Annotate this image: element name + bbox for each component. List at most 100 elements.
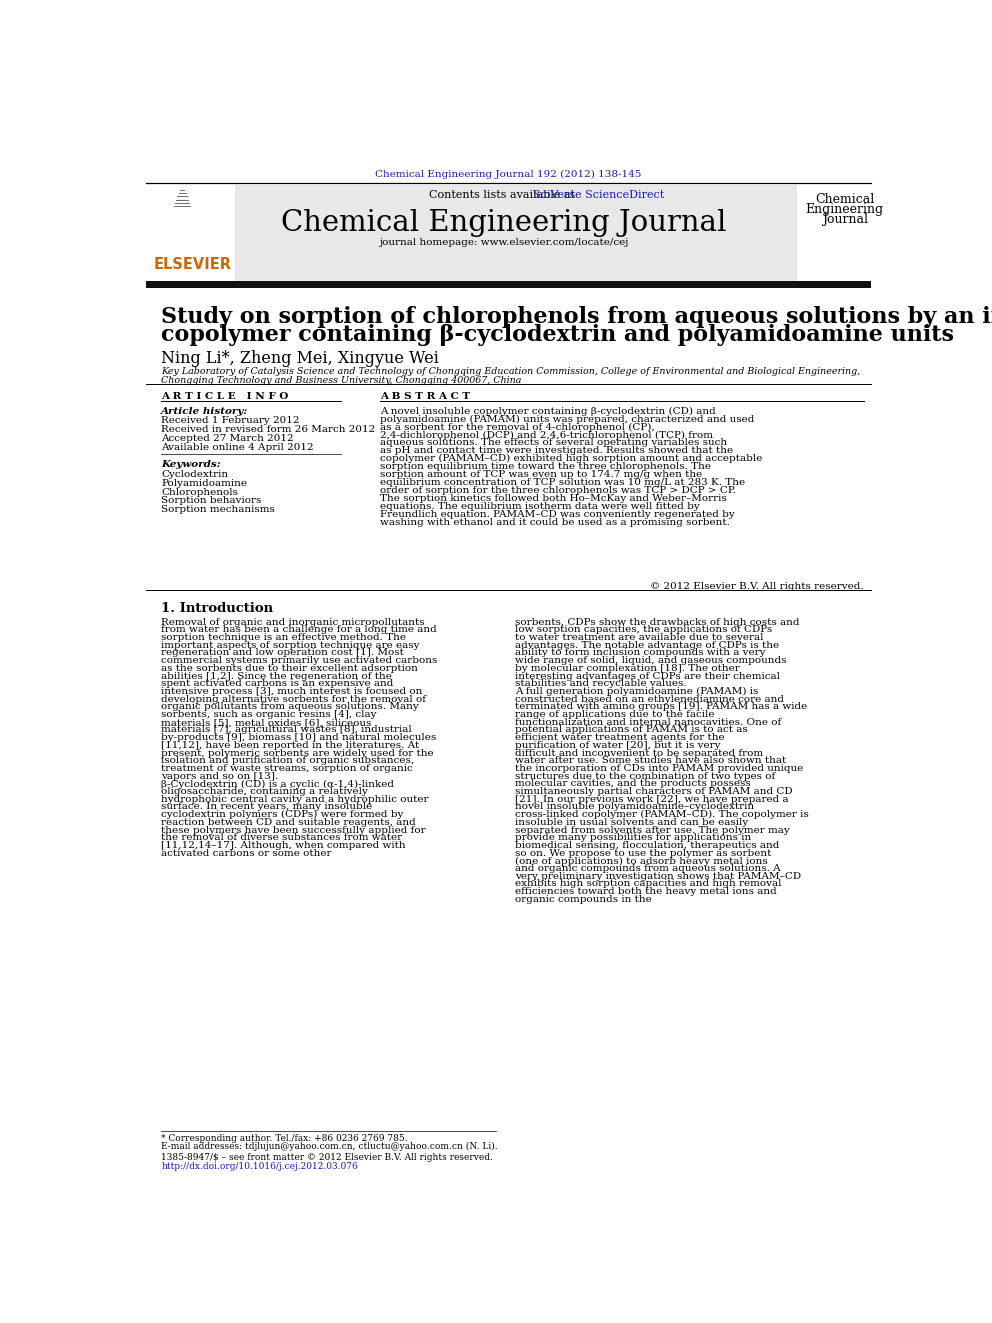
Text: E-mail addresses: tdjlujun@yahoo.com.cn, ctluctu@yahoo.com.cn (N. Li).: E-mail addresses: tdjlujun@yahoo.com.cn,… [161, 1142, 498, 1151]
Text: provide many possibilities for applications in: provide many possibilities for applicati… [516, 833, 752, 843]
Text: The sorption kinetics followed both Ho–McKay and Weber–Morris: The sorption kinetics followed both Ho–M… [380, 493, 726, 503]
Text: efficiencies toward both the heavy metal ions and: efficiencies toward both the heavy metal… [516, 888, 777, 896]
Text: low sorption capacities, the applications of CDPs: low sorption capacities, the application… [516, 626, 773, 635]
Text: range of applications due to the facile: range of applications due to the facile [516, 710, 715, 720]
Text: copolymer containing β-cyclodextrin and polyamidoamine units: copolymer containing β-cyclodextrin and … [161, 324, 954, 347]
Text: © 2012 Elsevier B.V. All rights reserved.: © 2012 Elsevier B.V. All rights reserved… [651, 582, 864, 591]
Text: equations. The equilibrium isotherm data were well fitted by: equations. The equilibrium isotherm data… [380, 501, 699, 511]
Text: these polymers have been successfully applied for: these polymers have been successfully ap… [161, 826, 426, 835]
Text: [21]. In our previous work [22], we have prepared a: [21]. In our previous work [22], we have… [516, 795, 789, 804]
Text: 1385-8947/$ – see front matter © 2012 Elsevier B.V. All rights reserved.: 1385-8947/$ – see front matter © 2012 El… [161, 1152, 493, 1162]
Text: efficient water treatment agents for the: efficient water treatment agents for the [516, 733, 725, 742]
Text: [11,12,14–17]. Although, when compared with: [11,12,14–17]. Although, when compared w… [161, 841, 406, 849]
Text: abilities [1,2]. Since the regeneration of the: abilities [1,2]. Since the regeneration … [161, 672, 392, 680]
FancyBboxPatch shape [146, 185, 235, 282]
Text: wide range of solid, liquid, and gaseous compounds: wide range of solid, liquid, and gaseous… [516, 656, 787, 665]
Text: sorption equilibrium time toward the three chlorophenols. The: sorption equilibrium time toward the thr… [380, 462, 710, 471]
Text: ability to form inclusion compounds with a very: ability to form inclusion compounds with… [516, 648, 766, 658]
Text: organic compounds in the: organic compounds in the [516, 894, 652, 904]
Text: structures due to the combination of two types of: structures due to the combination of two… [516, 771, 776, 781]
Text: important aspects of sorption technique are easy: important aspects of sorption technique … [161, 640, 420, 650]
Text: A B S T R A C T: A B S T R A C T [380, 392, 470, 401]
Text: very preliminary investigation shows that PAMAM–CD: very preliminary investigation shows tha… [516, 872, 802, 881]
Text: Key Laboratory of Catalysis Science and Technology of Chongqing Education Commis: Key Laboratory of Catalysis Science and … [161, 368, 860, 377]
Text: developing alternative sorbents for the removal of: developing alternative sorbents for the … [161, 695, 427, 704]
Text: novel insoluble polyamidoamine–cyclodextrin: novel insoluble polyamidoamine–cyclodext… [516, 803, 755, 811]
Text: A full generation polyamidoamine (PAMAM) is: A full generation polyamidoamine (PAMAM)… [516, 687, 759, 696]
Text: so on. We propose to use the polymer as sorbent: so on. We propose to use the polymer as … [516, 848, 772, 857]
Text: vapors and so on [13].: vapors and so on [13]. [161, 771, 279, 781]
Text: treatment of waste streams, sorption of organic: treatment of waste streams, sorption of … [161, 763, 413, 773]
Text: 1. Introduction: 1. Introduction [161, 602, 274, 614]
Text: potential applications of PAMAM is to act as: potential applications of PAMAM is to ac… [516, 725, 748, 734]
Text: Sorption behaviors: Sorption behaviors [161, 496, 262, 505]
Text: Chemical: Chemical [815, 193, 874, 206]
Text: Journal: Journal [821, 213, 868, 226]
Text: Chemical Engineering Journal 192 (2012) 138-145: Chemical Engineering Journal 192 (2012) … [375, 171, 642, 180]
Text: advantages. The notable advantage of CDPs is the: advantages. The notable advantage of CDP… [516, 640, 780, 650]
Text: isolation and purification of organic substances,: isolation and purification of organic su… [161, 757, 415, 765]
Text: ELSEVIER: ELSEVIER [154, 257, 231, 271]
Text: aqueous solutions. The effects of several operating variables such: aqueous solutions. The effects of severa… [380, 438, 727, 447]
Text: A R T I C L E   I N F O: A R T I C L E I N F O [161, 392, 289, 401]
Text: spent activated carbons is an expensive and: spent activated carbons is an expensive … [161, 679, 394, 688]
Text: reaction between CD and suitable reagents, and: reaction between CD and suitable reagent… [161, 818, 416, 827]
Text: Ning Li*, Zheng Mei, Xingyue Wei: Ning Li*, Zheng Mei, Xingyue Wei [161, 349, 439, 366]
Text: terminated with amino groups [19]. PAMAM has a wide: terminated with amino groups [19]. PAMAM… [516, 703, 807, 712]
Text: by-products [9], biomass [10] and natural molecules: by-products [9], biomass [10] and natura… [161, 733, 436, 742]
Text: oligosaccharide, containing a relatively: oligosaccharide, containing a relatively [161, 787, 368, 796]
Text: materials [5], metal oxides [6], siliceous: materials [5], metal oxides [6], siliceo… [161, 718, 372, 726]
Text: Chongqing Technology and Business University, Chongqing 400067, China: Chongqing Technology and Business Univer… [161, 376, 522, 385]
Text: to water treatment are available due to several: to water treatment are available due to … [516, 634, 764, 642]
Text: organic pollutants from aqueous solutions. Many: organic pollutants from aqueous solution… [161, 703, 419, 712]
Text: Keywords:: Keywords: [161, 460, 221, 468]
Text: as the sorbents due to their excellent adsorption: as the sorbents due to their excellent a… [161, 664, 418, 673]
Text: equilibrium concentration of TCP solution was 10 mg/L at 283 K. The: equilibrium concentration of TCP solutio… [380, 478, 745, 487]
Text: Cyclodextrin: Cyclodextrin [161, 470, 228, 479]
Text: Chemical Engineering Journal: Chemical Engineering Journal [281, 209, 726, 237]
Text: [11,12], have been reported in the literatures. At: [11,12], have been reported in the liter… [161, 741, 420, 750]
Text: cyclodextrin polymers (CDPs) were formed by: cyclodextrin polymers (CDPs) were formed… [161, 810, 404, 819]
Text: difficult and inconvenient to be separated from: difficult and inconvenient to be separat… [516, 749, 764, 758]
Text: hydrophobic central cavity and a hydrophilic outer: hydrophobic central cavity and a hydroph… [161, 795, 429, 804]
Text: intensive process [3], much interest is focused on: intensive process [3], much interest is … [161, 687, 423, 696]
Text: regeneration and low operation cost [1]. Most: regeneration and low operation cost [1].… [161, 648, 404, 658]
Text: activated carbons or some other: activated carbons or some other [161, 848, 331, 857]
Text: Chlorophenols: Chlorophenols [161, 488, 238, 496]
Text: stabilities and recyclable values.: stabilities and recyclable values. [516, 679, 687, 688]
Text: copolymer (PAMAM–CD) exhibited high sorption amount and acceptable: copolymer (PAMAM–CD) exhibited high sorp… [380, 454, 762, 463]
Text: * Corresponding author. Tel./fax: +86 0236 2769 785.: * Corresponding author. Tel./fax: +86 02… [161, 1134, 408, 1143]
Text: Contents lists available at: Contents lists available at [429, 189, 578, 200]
Text: β-Cyclodextrin (CD) is a cyclic (α-1,4)-linked: β-Cyclodextrin (CD) is a cyclic (α-1,4)-… [161, 779, 394, 789]
Text: and organic compounds from aqueous solutions. A: and organic compounds from aqueous solut… [516, 864, 781, 873]
Text: sorption amount of TCP was even up to 174.7 mg/g when the: sorption amount of TCP was even up to 17… [380, 470, 702, 479]
Text: sorption technique is an effective method. The: sorption technique is an effective metho… [161, 634, 406, 642]
Text: commercial systems primarily use activated carbons: commercial systems primarily use activat… [161, 656, 437, 665]
Text: polyamidoamine (PAMAM) units was prepared, characterized and used: polyamidoamine (PAMAM) units was prepare… [380, 414, 754, 423]
Text: purification of water [20], but it is very: purification of water [20], but it is ve… [516, 741, 721, 750]
Text: constructed based on an ethylenediamine core and: constructed based on an ethylenediamine … [516, 695, 785, 704]
Text: Available online 4 April 2012: Available online 4 April 2012 [161, 442, 313, 451]
Text: from water has been a challenge for a long time and: from water has been a challenge for a lo… [161, 626, 436, 635]
Text: Accepted 27 March 2012: Accepted 27 March 2012 [161, 434, 294, 443]
FancyBboxPatch shape [146, 185, 797, 282]
Text: the incorporation of CDs into PAMAM provided unique: the incorporation of CDs into PAMAM prov… [516, 763, 804, 773]
Text: insoluble in usual solvents and can be easily: insoluble in usual solvents and can be e… [516, 818, 749, 827]
Text: A novel insoluble copolymer containing β-cyclodextrin (CD) and: A novel insoluble copolymer containing β… [380, 406, 715, 415]
Text: the removal of diverse substances from water: the removal of diverse substances from w… [161, 833, 403, 843]
Text: Removal of organic and inorganic micropollutants: Removal of organic and inorganic micropo… [161, 618, 425, 627]
Text: simultaneously partial characters of PAMAM and CD: simultaneously partial characters of PAM… [516, 787, 793, 796]
Text: Sorption mechanisms: Sorption mechanisms [161, 505, 275, 515]
Text: journal homepage: www.elsevier.com/locate/cej: journal homepage: www.elsevier.com/locat… [379, 238, 629, 247]
Text: by molecular complexation [18]. The other: by molecular complexation [18]. The othe… [516, 664, 740, 673]
Text: as a sorbent for the removal of 4-chlorophenol (CP),: as a sorbent for the removal of 4-chloro… [380, 422, 655, 431]
Text: as pH and contact time were investigated. Results showed that the: as pH and contact time were investigated… [380, 446, 733, 455]
Text: Received 1 February 2012: Received 1 February 2012 [161, 415, 300, 425]
Text: cross-linked copolymer (PAMAM–CD). The copolymer is: cross-linked copolymer (PAMAM–CD). The c… [516, 810, 809, 819]
Text: water after use. Some studies have also shown that: water after use. Some studies have also … [516, 757, 787, 765]
Text: interesting advantages of CDPs are their chemical: interesting advantages of CDPs are their… [516, 672, 781, 680]
Text: Received in revised form 26 March 2012: Received in revised form 26 March 2012 [161, 425, 375, 434]
Text: washing with ethanol and it could be used as a promising sorbent.: washing with ethanol and it could be use… [380, 517, 730, 527]
Text: sorbents, such as organic resins [4], clay: sorbents, such as organic resins [4], cl… [161, 710, 377, 720]
Text: 2,4-dichlorophenol (DCP) and 2,4,6-trichlorophenol (TCP) from: 2,4-dichlorophenol (DCP) and 2,4,6-trich… [380, 430, 712, 439]
